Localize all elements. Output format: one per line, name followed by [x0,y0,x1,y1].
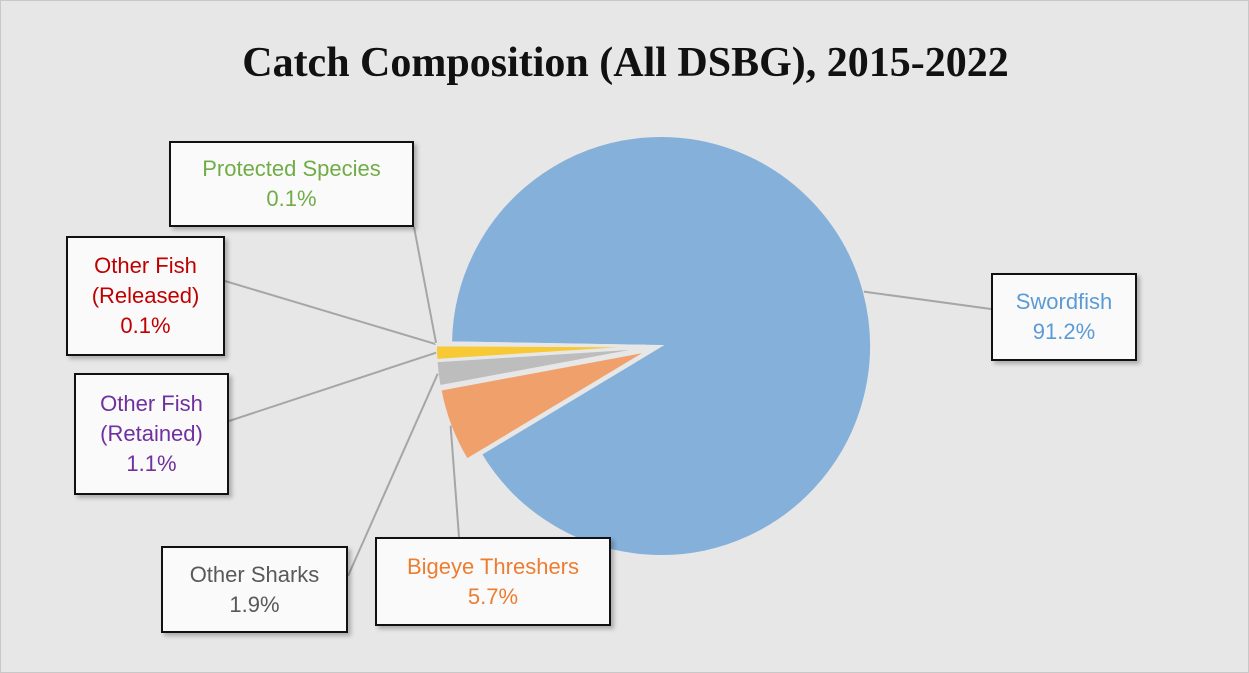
label-name: Bigeye Threshers [406,553,579,579]
label-value: 91.2% [1032,319,1096,344]
label-value: 0.1% [266,186,317,211]
pie-slice [439,350,648,461]
chart-title: Catch Composition (All DSBG), 2015-2022 [242,40,1009,86]
pie-slice [450,135,872,557]
data-label: Other Sharks 1.9% [161,546,348,633]
data-label: Bigeye Threshers 5.7% [375,537,611,626]
leader-line [347,373,439,577]
leader-line [224,280,437,346]
data-label: Swordfish 91.2% [991,273,1137,361]
label-name: Swordfish [1015,289,1113,314]
leader-line [228,351,437,422]
label-name: Other Fish (Released) [91,253,200,308]
pie-slice [435,346,647,388]
label-value: 1.1% [126,451,177,476]
label-value: 0.1% [120,313,171,338]
label-value: 5.7% [467,583,519,609]
data-label: Other Fish (Retained) 1.1% [74,373,229,495]
leader-line [449,425,460,538]
label-value: 1.9% [229,591,280,617]
label-name: Protected Species [202,156,381,181]
data-label: Other Fish (Released) 0.1% [66,236,225,356]
leader-line [863,290,992,310]
label-name: Other Fish (Retained) [100,391,203,446]
leader-line [413,226,438,343]
data-label: Protected Species 0.1% [169,141,414,227]
label-name: Other Sharks [189,561,320,587]
